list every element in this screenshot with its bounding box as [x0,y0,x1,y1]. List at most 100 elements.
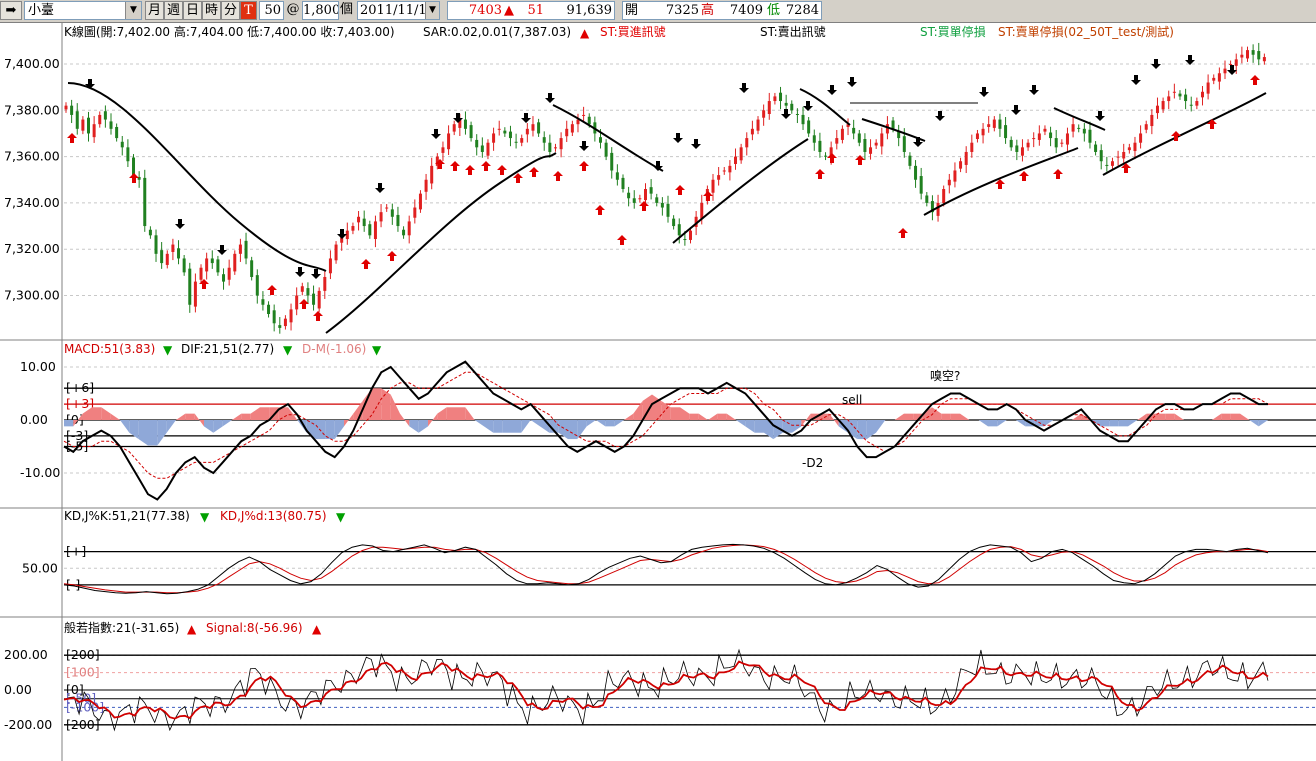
sell-arrow-icon [1131,75,1141,85]
dm-header: D-M(-1.06) [302,342,366,356]
candle-body [717,175,721,180]
candle-body [1206,82,1210,94]
macd-hist-bar [101,407,111,420]
macd-hist-bar [502,420,512,433]
low-value: 7284 [785,3,819,18]
macd-hist-bar [325,420,335,440]
candle-body [193,281,197,307]
cci-levels: 200.000.00-200.00[200][100][0][-50][-100… [4,647,1316,732]
candle-body [660,202,664,208]
buy-arrow-icon [267,285,277,295]
candle-body [936,202,940,216]
macd-hist-bar [782,420,792,433]
macd-hist-bar [400,413,410,427]
buy-arrow-icon [465,165,475,175]
toolbar: ➡ 小臺 ▼ 月 週 日 時 分 T 50 @ 1,800 個 2011/11/… [0,0,1316,23]
candle-body [1195,101,1199,106]
candle-body [728,165,732,173]
buy-arrow-icon [675,185,685,195]
price-tick-label: 7,300.00 [4,288,60,303]
candle-body [1172,91,1176,93]
sar-label: SAR:0.02,0.01(7,387.03) [423,25,571,39]
candle-body [64,105,68,110]
macd-hist-bar [176,413,186,420]
macd-header: MACD:51(3.83) [64,342,155,356]
period-day-button[interactable]: 日 [183,1,202,20]
candle-body [250,260,254,277]
candle-body [103,111,107,120]
candle-body [312,293,316,305]
candle-body [1032,138,1036,140]
candle-body [1189,104,1193,106]
chevron-down-icon[interactable]: ▼ [425,2,439,19]
kd-k-header: KD,J%K:51,21(77.38) [64,509,190,523]
date-select[interactable]: 2011/11/17 ▼ [357,1,440,20]
buy-arrow-icon [1053,169,1063,179]
candle-body [767,101,771,115]
candle-body [1200,91,1204,98]
candle-body [739,147,743,161]
period-week-button[interactable]: 週 [164,1,183,20]
sell-arrow-icon [1185,55,1195,65]
candle-body [795,114,799,116]
open-label: 開 [625,3,639,18]
macd-hist-bar [92,407,102,420]
candle-body [840,128,844,140]
period-tick-button[interactable]: T [240,1,257,20]
candle-body [885,124,889,134]
candle-body [829,147,833,157]
macd-hist-bar [857,420,867,440]
interval-input[interactable]: 50 [259,1,284,20]
macd-hist-bar [288,407,298,420]
candle-body [824,155,828,157]
go-icon[interactable]: ➡ [0,1,22,20]
macd-level-label: [+6] [66,380,94,395]
price-tick-label: 7,400.00 [4,56,60,71]
candle-body [745,138,749,148]
candle-body [531,124,535,131]
up-arrow-icon: ▲ [187,622,197,636]
kd-level-label: [+] [66,544,86,559]
candle-body [396,214,400,227]
candle-body [959,161,963,169]
macd-hist-bar [1072,413,1082,420]
cci-tick-label: 0.00 [4,682,32,697]
candle-body [925,195,929,203]
period-hour-button[interactable]: 時 [202,1,221,20]
stop-loss-line [67,82,327,272]
price-tick-label: 7,380.00 [4,102,60,117]
candle-body [300,286,304,292]
candle-body [1071,124,1075,132]
macd-hist-bar [344,413,354,427]
count-input[interactable]: 1,800 [302,1,339,20]
candle-body [762,110,766,118]
chevron-down-icon[interactable]: ▼ [125,2,141,19]
candle-body [835,138,839,144]
buy-arrow-icon [199,279,209,289]
macd-hist-bar [213,420,223,433]
period-minute-button[interactable]: 分 [221,1,240,20]
macd-hist-bar [661,400,671,420]
price-tick-label: 7,320.00 [4,241,60,256]
macd-hist-bar [745,420,755,433]
candle-body [402,229,406,236]
symbol-select[interactable]: 小臺 ▼ [24,1,142,20]
macd-hist-bar [577,420,587,440]
macd-hist-bar [773,420,783,440]
candle-body [160,250,164,264]
macd-hist-bar [493,420,503,433]
macd-level-label: [+3] [66,396,94,411]
candle-body [627,192,631,199]
symbol-value: 小臺 [28,3,55,18]
down-arrow-icon: ▼ [283,343,293,357]
candle-body [947,179,951,186]
sell-arrow-icon [311,269,321,279]
stop-loss-line [861,118,926,142]
down-arrow-icon: ▼ [163,343,173,357]
candle-body [1223,68,1227,74]
candle-body [362,218,366,227]
period-month-button[interactable]: 月 [145,1,164,20]
cci-level-label: [200] [66,717,100,732]
candle-body [233,253,237,272]
macd-hist-bar [1137,413,1147,420]
